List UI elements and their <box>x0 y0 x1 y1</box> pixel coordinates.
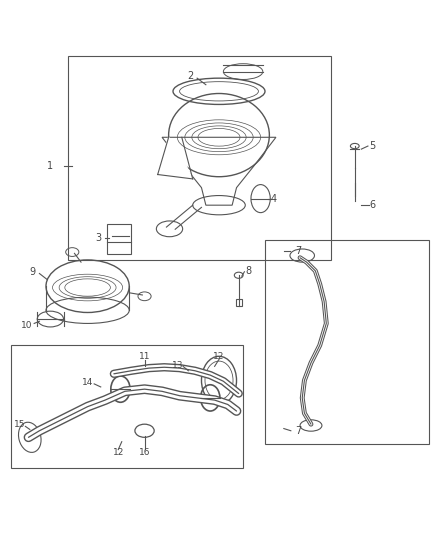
Text: 13: 13 <box>172 360 183 369</box>
Text: 7: 7 <box>295 246 301 256</box>
Text: 9: 9 <box>30 266 36 277</box>
Bar <box>107 223 131 254</box>
Text: 15: 15 <box>14 419 25 429</box>
Text: 12: 12 <box>113 448 124 457</box>
Text: 11: 11 <box>139 352 150 361</box>
Text: 8: 8 <box>245 266 251 276</box>
Text: 3: 3 <box>95 233 102 243</box>
Text: 4: 4 <box>271 193 277 204</box>
Text: 16: 16 <box>139 448 150 457</box>
Text: 2: 2 <box>187 71 194 81</box>
Polygon shape <box>158 138 193 179</box>
Text: 7: 7 <box>295 426 301 436</box>
Bar <box>236 300 242 306</box>
Text: 10: 10 <box>21 321 32 330</box>
Text: 6: 6 <box>369 200 375 210</box>
Text: 14: 14 <box>82 378 93 387</box>
Text: 5: 5 <box>369 141 375 151</box>
Text: 1: 1 <box>47 161 53 171</box>
Text: 12: 12 <box>213 352 225 361</box>
Bar <box>265 240 429 444</box>
Bar <box>68 56 331 260</box>
Bar <box>11 345 243 468</box>
